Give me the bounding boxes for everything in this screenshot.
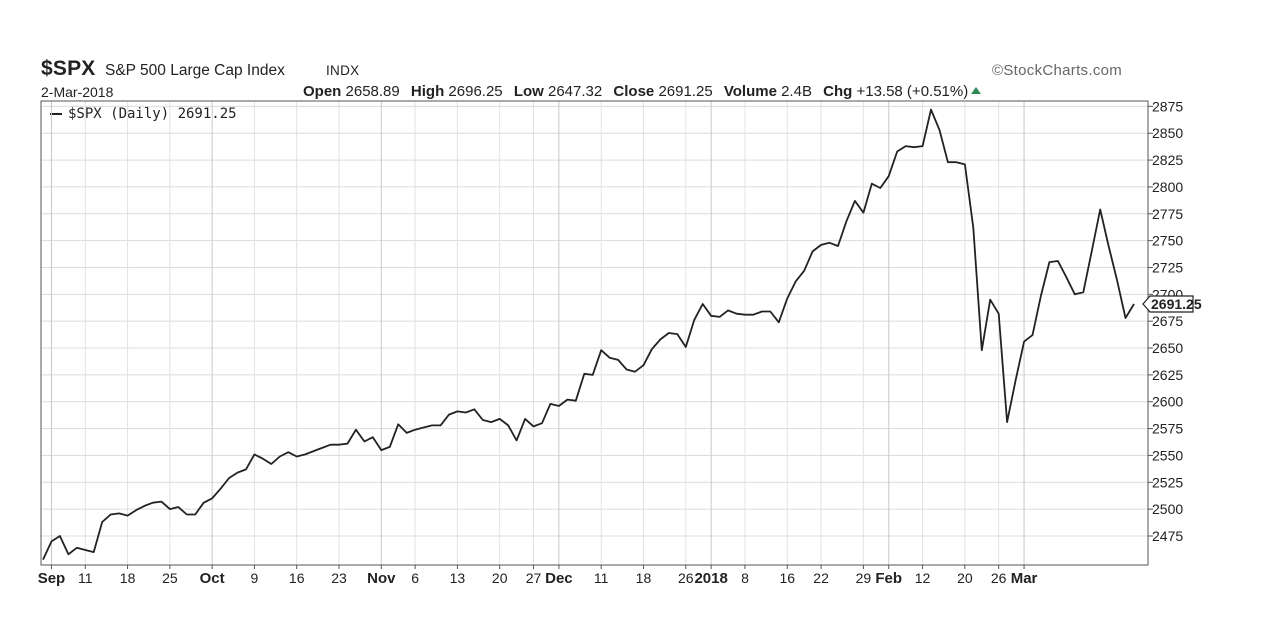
x-tick-label: 2018 [694, 570, 727, 587]
y-tick-label: 2675 [1152, 313, 1183, 329]
legend-label: $SPX (Daily) 2691.25 [68, 106, 237, 122]
last-price-marker: 2691.25 [1142, 295, 1202, 313]
change-label: Chg [823, 83, 853, 100]
x-tick-label: Mar [1011, 570, 1038, 587]
price-stats: Open 2658.89 High 2696.25 Low 2647.32 Cl… [303, 83, 982, 100]
y-tick-label: 2800 [1152, 179, 1183, 195]
high-label: High [410, 83, 445, 100]
x-tick-label: 27 [526, 570, 542, 586]
x-tick-label: 22 [813, 570, 829, 586]
y-tick-label: 2775 [1152, 206, 1183, 222]
y-tick-label: 2600 [1152, 394, 1183, 410]
last-price-box [1142, 295, 1194, 313]
x-tick-label: 16 [779, 570, 795, 586]
chart-symbol: $SPX [41, 57, 96, 80]
y-tick-label: 2475 [1152, 528, 1183, 544]
y-tick-label: 2575 [1152, 421, 1183, 437]
up-arrow-icon [971, 87, 982, 94]
series-group [42, 108, 1135, 560]
x-tick-label: Nov [367, 570, 396, 587]
last-price-label: 2691.25 [1151, 296, 1202, 312]
chart-date: 2-Mar-2018 [41, 84, 114, 100]
y-tick-label: 2850 [1152, 125, 1183, 141]
volume-value: 2.4B [781, 83, 812, 100]
x-tick-label: Oct [200, 570, 225, 587]
legend-line-swatch [50, 113, 62, 115]
x-tick-label: 20 [492, 570, 508, 586]
y-axis: 2475250025252550257526002625265026752700… [1148, 98, 1183, 544]
chart-security-name: S&P 500 Large Cap Index [105, 62, 285, 79]
y-tick-label: 2725 [1152, 259, 1183, 275]
volume-label: Volume [723, 83, 777, 100]
series-line [42, 108, 1135, 560]
x-tick-label: 18 [636, 570, 652, 586]
x-tick-label: 9 [251, 570, 259, 586]
chart-grid [41, 101, 1148, 565]
y-tick-label: 2875 [1152, 98, 1183, 114]
x-tick-label: Feb [875, 570, 902, 587]
x-tick-label: 20 [957, 570, 973, 586]
close-label: Close [613, 83, 655, 100]
x-tick-label: 26 [991, 570, 1007, 586]
x-tick-label: 13 [450, 570, 466, 586]
x-axis: Sep 11 18 25 Oct 9 16 23 Nov 6 13 20 27 Dec 11 18 26 2018… [38, 565, 1038, 587]
y-tick-label: 2525 [1152, 474, 1183, 490]
x-tick-label: 26 [678, 570, 694, 586]
open-label: Open [303, 83, 342, 100]
change-value: +13.58 (+0.51%) [856, 83, 969, 100]
open-value: 2658.89 [345, 83, 400, 100]
x-tick-label: 18 [120, 570, 136, 586]
y-tick-label: 2825 [1152, 152, 1183, 168]
plot-frame [40, 100, 1149, 566]
x-tick-label: 23 [331, 570, 347, 586]
x-tick-label: 8 [741, 570, 749, 586]
x-tick-label: 6 [411, 570, 419, 586]
y-tick-label: 2500 [1152, 501, 1183, 517]
chart-legend: $SPX (Daily) 2691.25 [50, 106, 237, 122]
x-tick-label: 11 [78, 570, 93, 586]
x-tick-label: 25 [162, 570, 178, 586]
x-tick-label: Dec [545, 570, 573, 587]
x-tick-label: 12 [915, 570, 931, 586]
y-tick-label: 2625 [1152, 367, 1183, 383]
x-tick-label: 29 [856, 570, 872, 586]
close-value: 2691.25 [658, 83, 713, 100]
y-tick-label: 2750 [1152, 233, 1183, 249]
y-tick-label: 2650 [1152, 340, 1183, 356]
low-value: 2647.32 [548, 83, 603, 100]
x-tick-label: Sep [38, 570, 66, 587]
copyright-link[interactable]: ©StockCharts.com [992, 62, 1123, 79]
low-label: Low [513, 83, 544, 100]
x-tick-label: 16 [289, 570, 305, 586]
x-tick-label: 11 [594, 570, 609, 586]
high-value: 2696.25 [448, 83, 503, 100]
y-tick-label: 2550 [1152, 447, 1183, 463]
chart-exchange: INDX [326, 63, 360, 78]
